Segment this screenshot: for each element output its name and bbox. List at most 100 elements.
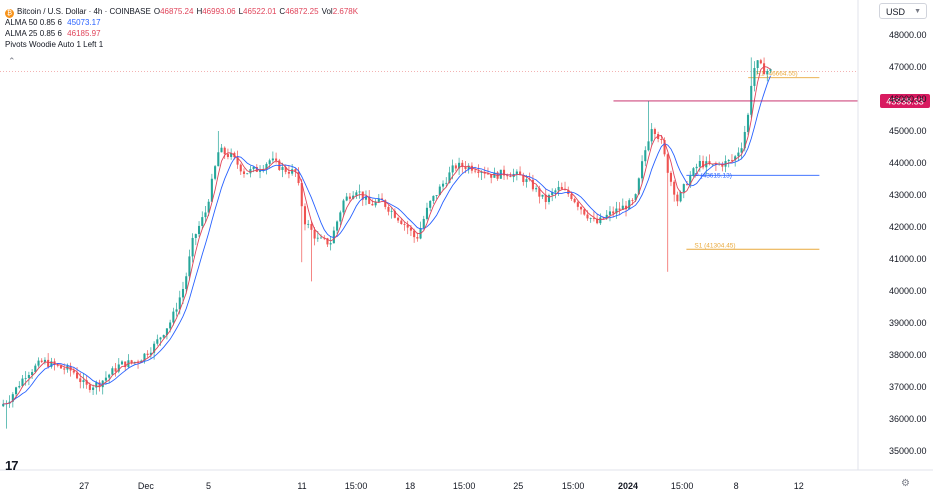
indicator-value: 45073.17 xyxy=(67,18,101,27)
candle-body xyxy=(146,353,149,355)
candle-body xyxy=(676,194,679,202)
x-tick-label: 8 xyxy=(734,481,739,491)
y-tick-label: 45000.00 xyxy=(889,126,927,136)
ohlc-value: 46522.01 xyxy=(243,7,277,16)
candle-body xyxy=(666,154,669,173)
price-axis[interactable]: 48000.00 47000.00 46000.00 45000.00 44000.00… xyxy=(857,0,927,470)
ohlc-value: 46872.25 xyxy=(285,7,319,16)
candlesticks xyxy=(2,57,772,429)
candle-body xyxy=(650,129,653,142)
candle-body xyxy=(246,173,249,175)
candle-body xyxy=(390,210,393,212)
candle-body xyxy=(82,380,85,383)
candle-body xyxy=(769,69,772,71)
candle-body xyxy=(602,217,605,219)
candle-body xyxy=(406,224,409,228)
candle-body xyxy=(223,147,226,155)
indicator-alma-50[interactable]: ALMA 50 0.85 6 45073.17 xyxy=(5,17,358,28)
candle-body xyxy=(329,243,332,245)
candle-body xyxy=(201,217,204,226)
candle-body xyxy=(133,361,136,363)
y-tick-label: 36000.00 xyxy=(889,414,927,424)
symbol-title: Bitcoin / U.S. Dollar · 4h · COINBASE xyxy=(17,7,151,16)
candle-body xyxy=(172,311,175,323)
gear-icon[interactable]: ⚙ xyxy=(901,478,910,489)
tradingview-logo-icon[interactable]: 17 xyxy=(5,458,19,473)
x-tick-label: 15:00 xyxy=(345,481,368,491)
pivot-p-label: P (43615.13) xyxy=(694,172,731,179)
candle-body xyxy=(599,217,602,224)
candle-body xyxy=(214,166,217,179)
candle-body xyxy=(502,169,506,176)
candle-body xyxy=(47,359,50,367)
y-tick-label: 43000.00 xyxy=(889,190,927,200)
ohlc-vol: Vol2.678K xyxy=(322,7,358,16)
candle-body xyxy=(596,218,599,224)
moving-averages xyxy=(3,66,771,405)
candle-body xyxy=(197,225,201,235)
candle-body xyxy=(303,206,307,225)
candle-body xyxy=(358,191,361,193)
time-axis[interactable]: 27 Dec 5 11 15:00 18 15:00 25 15:00 2024 15:00 8 12 xyxy=(0,469,933,491)
candle-body xyxy=(612,211,615,214)
candle-body xyxy=(188,256,191,277)
candle-body xyxy=(92,387,95,390)
candle-body xyxy=(281,167,284,170)
y-tick-label: 41000.00 xyxy=(889,254,927,264)
candle-body xyxy=(319,237,323,239)
candle-body xyxy=(547,195,551,203)
candle-body xyxy=(448,172,451,183)
candle-body xyxy=(185,276,188,289)
candle-body xyxy=(695,166,698,169)
x-tick-label: 15:00 xyxy=(671,481,694,491)
candle-body xyxy=(191,237,194,257)
candle-body xyxy=(435,195,438,196)
candle-body xyxy=(474,170,477,172)
candle-body xyxy=(535,188,538,190)
candle-body xyxy=(567,189,570,195)
candle-body xyxy=(592,218,595,219)
logo-text: 17 xyxy=(5,458,19,473)
x-tick-label: 12 xyxy=(794,481,804,491)
candle-body xyxy=(339,212,342,222)
candle-body xyxy=(313,229,316,239)
chevron-down-icon: ▼ xyxy=(914,8,921,15)
candle-body xyxy=(682,184,685,193)
candle-body xyxy=(621,205,624,210)
candle-body xyxy=(207,201,210,213)
candle-body xyxy=(217,152,220,167)
candle-body xyxy=(178,297,181,310)
indicator-alma-25[interactable]: ALMA 25 0.85 6 46185.97 xyxy=(5,28,358,39)
candle-body xyxy=(156,339,159,344)
candle-body xyxy=(531,179,534,190)
candle-body xyxy=(750,85,753,115)
alma-25-line xyxy=(3,66,771,405)
ohlc-h: H46993.06 xyxy=(196,7,235,16)
candle-body xyxy=(37,360,40,366)
x-tick-label: 15:00 xyxy=(562,481,585,491)
candle-body xyxy=(336,221,339,231)
candle-body xyxy=(169,322,172,329)
candle-body xyxy=(519,171,522,176)
ohlc-c: C46872.25 xyxy=(279,7,318,16)
y-tick-label: 48000.00 xyxy=(889,30,927,40)
candle-body xyxy=(692,168,695,176)
candle-body xyxy=(387,206,390,212)
candle-body xyxy=(660,139,663,141)
candle-body xyxy=(557,186,560,191)
candle-body xyxy=(18,386,21,388)
candle-body xyxy=(332,230,335,244)
pivot-lines: R1 (46664.55) S1 (41304.45) P (43615.13) xyxy=(686,71,820,250)
candle-body xyxy=(522,175,525,183)
x-tick-label: 11 xyxy=(297,481,306,491)
candle-body xyxy=(194,234,197,238)
candle-body xyxy=(445,182,448,184)
currency-selector[interactable]: USD ▼ xyxy=(879,3,927,19)
candle-body xyxy=(560,186,563,190)
candle-body xyxy=(541,194,544,197)
candle-body xyxy=(143,353,146,361)
chevron-up-icon[interactable]: ⌃ xyxy=(8,56,16,66)
indicator-pivots[interactable]: Pivots Woodie Auto 1 Left 1 xyxy=(5,39,358,50)
candle-body xyxy=(162,335,165,338)
